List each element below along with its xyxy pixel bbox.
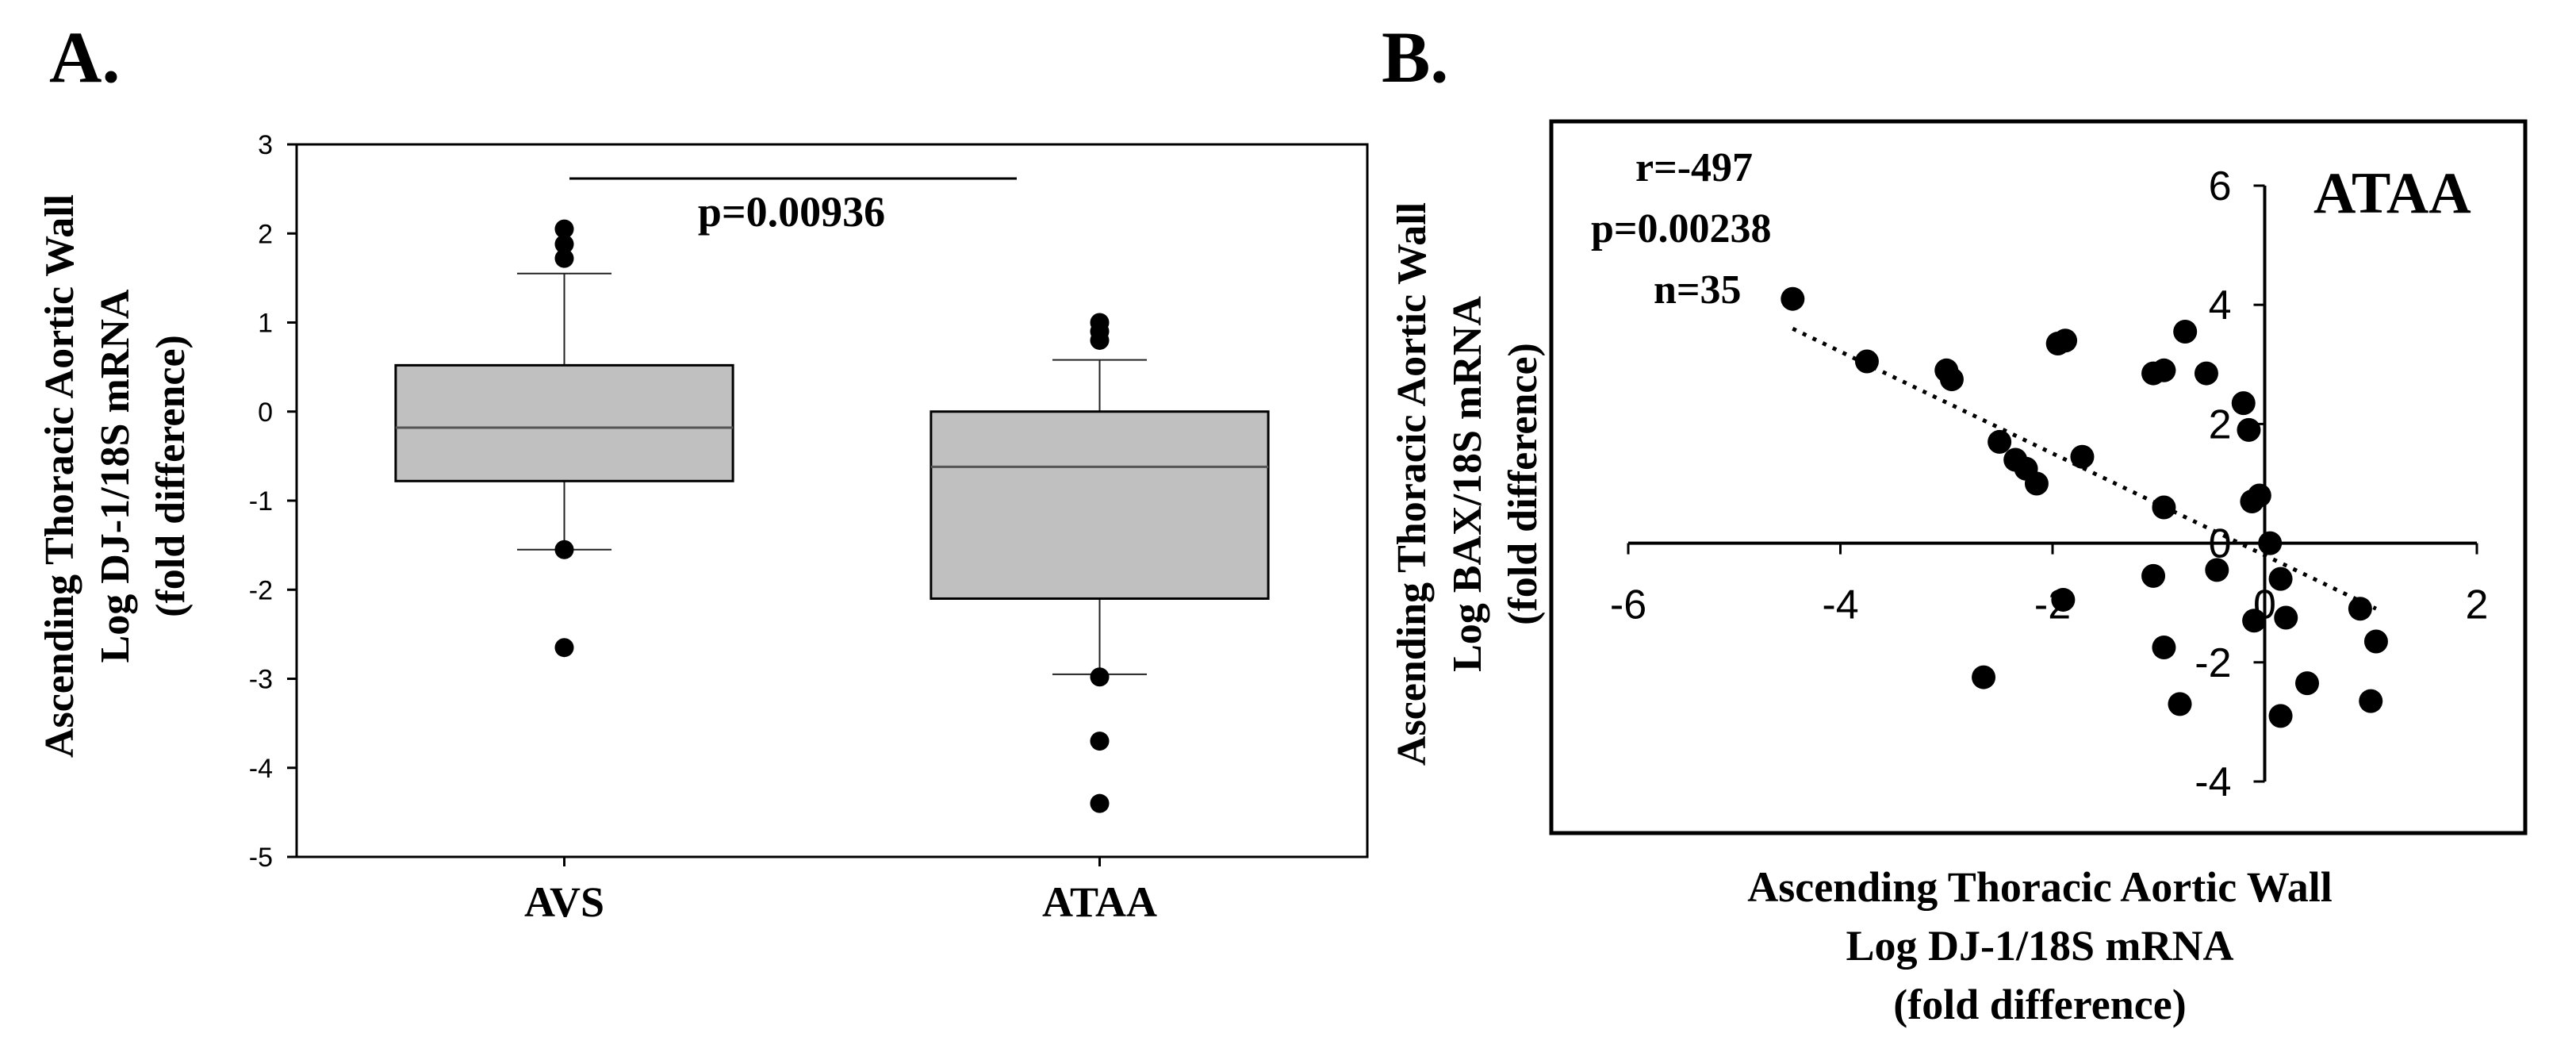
data-point bbox=[2051, 587, 2076, 612]
data-point bbox=[2359, 689, 2383, 713]
outlier-point bbox=[1090, 793, 1110, 813]
data-point bbox=[2053, 328, 2078, 353]
box-body bbox=[394, 363, 734, 482]
data-point bbox=[2348, 597, 2372, 621]
data-point bbox=[2152, 636, 2176, 660]
data-point bbox=[2070, 444, 2095, 469]
data-point bbox=[2231, 391, 2256, 416]
x-tick-label: -4 bbox=[1822, 582, 1858, 628]
panel-a-ylabel-line-3: (fold difference) bbox=[148, 335, 194, 617]
panel-b-axes: -6-4-2026420-2-4 bbox=[1610, 163, 2489, 805]
panel-b-ylabel-line-3: (fold difference) bbox=[1501, 343, 1546, 625]
outlier-point bbox=[554, 638, 574, 658]
data-point bbox=[2274, 605, 2298, 630]
panel-a-ylabel-line-2: Log DJ-1/18S mRNA bbox=[93, 289, 138, 662]
y-tick-label: -2 bbox=[2195, 640, 2231, 686]
panel-b-title: ATAA bbox=[2313, 161, 2471, 226]
outlier-point bbox=[554, 234, 574, 254]
panel-a-label: A. bbox=[49, 17, 120, 98]
panel-b-frame bbox=[1549, 119, 2528, 835]
panel-a-y-ticks: 3 2 1 0 -1 -2 -3 -4 -5 bbox=[249, 130, 297, 873]
outlier-point bbox=[1090, 330, 1110, 350]
data-point bbox=[2237, 417, 2261, 442]
y-tick-label: -3 bbox=[249, 665, 273, 695]
y-tick-label: 0 bbox=[258, 398, 273, 428]
y-tick-label: -2 bbox=[249, 575, 273, 605]
panel-b-scatter-plot: B. Ascending Thoracic Aortic Wall Log BA… bbox=[1382, 17, 2528, 1028]
panel-a-boxes bbox=[394, 219, 1270, 813]
panel-b-xlabel-line-1: Ascending Thoracic Aortic Wall bbox=[1747, 863, 2333, 911]
data-point bbox=[2363, 629, 2388, 654]
data-point bbox=[1854, 349, 1879, 374]
panel-a-x-tick-labels: AVS ATAA bbox=[524, 857, 1157, 926]
data-point bbox=[1972, 665, 1996, 689]
data-point bbox=[1939, 367, 1964, 392]
data-point bbox=[2173, 319, 2198, 344]
data-point bbox=[2247, 483, 2271, 508]
x-tick-label: ATAA bbox=[1042, 878, 1157, 926]
panel-b-points bbox=[1781, 286, 2388, 728]
y-tick-label: 6 bbox=[2209, 163, 2232, 209]
box-avs bbox=[394, 219, 734, 658]
panel-b-trend-line bbox=[1792, 326, 2378, 611]
regression-line bbox=[1792, 326, 2378, 611]
x-tick-label: 2 bbox=[2466, 582, 2489, 628]
panel-a-box-plot: A. Ascending Thoracic Aortic Wall Log DJ… bbox=[37, 17, 1369, 926]
data-point bbox=[1988, 429, 2012, 454]
x-tick-label: -6 bbox=[1610, 582, 1646, 628]
panel-b-xlabel-line-2: Log DJ-1/18S mRNA bbox=[1846, 922, 2233, 970]
stat-n: n=35 bbox=[1654, 267, 1742, 313]
y-tick-label: 1 bbox=[258, 309, 273, 339]
outlier-point bbox=[1090, 732, 1110, 751]
y-tick-label: 3 bbox=[258, 130, 273, 160]
y-tick-label: 2 bbox=[258, 219, 273, 249]
data-point bbox=[2024, 471, 2049, 496]
stat-p: p=0.00238 bbox=[1591, 206, 1772, 252]
data-point bbox=[2141, 361, 2166, 386]
data-point bbox=[2168, 692, 2192, 716]
p-value-annotation: p=0.00936 bbox=[698, 188, 885, 236]
y-tick-label: -4 bbox=[2195, 759, 2231, 805]
panel-b-y-axis-title: Ascending Thoracic Aortic Wall Log BAX/1… bbox=[1390, 202, 1546, 766]
data-point bbox=[2268, 704, 2293, 728]
y-tick-label: 2 bbox=[2209, 401, 2232, 447]
y-tick-label: 4 bbox=[2209, 282, 2232, 328]
data-point bbox=[2205, 558, 2229, 582]
data-point bbox=[2152, 495, 2176, 520]
panel-b-label: B. bbox=[1382, 17, 1448, 98]
panel-a-ylabel-line-1: Ascending Thoracic Aortic Wall bbox=[37, 194, 82, 758]
panel-a-y-axis-title: Ascending Thoracic Aortic Wall Log DJ-1/… bbox=[37, 194, 194, 758]
data-point bbox=[2194, 361, 2218, 386]
data-point bbox=[1781, 286, 1805, 311]
stat-r: r=-497 bbox=[1635, 145, 1753, 190]
box-body bbox=[930, 410, 1270, 600]
box-ataa bbox=[930, 313, 1270, 813]
outlier-point bbox=[554, 540, 574, 559]
data-point bbox=[2268, 566, 2293, 591]
data-point bbox=[2141, 563, 2166, 588]
y-tick-label: -4 bbox=[249, 754, 273, 784]
panel-b-xlabel-line-3: (fold difference) bbox=[1893, 981, 2186, 1028]
y-tick-label: -5 bbox=[249, 843, 273, 873]
panel-b-ylabel-line-1: Ascending Thoracic Aortic Wall bbox=[1390, 202, 1435, 766]
outlier-point bbox=[554, 248, 574, 268]
data-point bbox=[2295, 671, 2319, 696]
y-tick-label: -1 bbox=[249, 486, 273, 517]
data-point bbox=[2242, 609, 2267, 633]
panel-b-ylabel-line-2: Log BAX/18S mRNA bbox=[1445, 296, 1490, 672]
outlier-point bbox=[1090, 667, 1110, 687]
x-tick-label: AVS bbox=[524, 878, 604, 926]
outlier-point bbox=[554, 219, 574, 239]
data-point bbox=[2258, 531, 2283, 555]
